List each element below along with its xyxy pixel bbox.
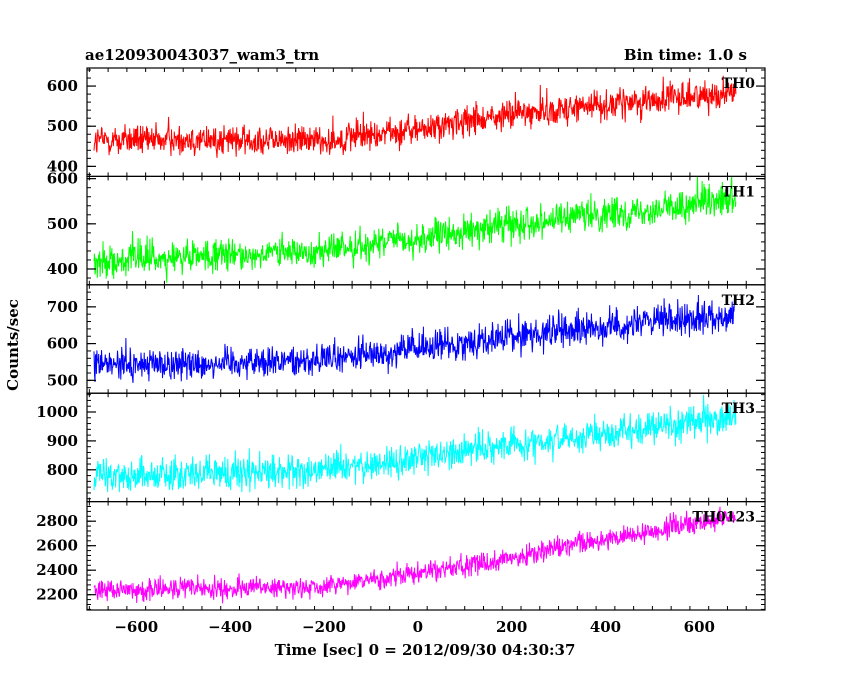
x-axis-label: Time [sec] 0 = 2012/09/30 04:30:37 [275,641,576,659]
y-tick-label: 500 [47,117,78,135]
series-line-th2 [93,294,737,383]
x-tick-label: 400 [590,618,621,636]
y-axis-label: Counts/sec [4,299,22,391]
y-tick-label: 700 [47,298,78,316]
y-tick-label: 500 [47,215,78,233]
x-tick-label: −200 [302,618,346,636]
panel-label-th1: TH1 [722,184,755,200]
x-tick-label: 600 [684,618,715,636]
series-line-th0123 [93,506,737,604]
panel-label-th2: TH2 [722,293,755,309]
series-line-th1 [93,176,737,283]
y-tick-label: 2800 [36,512,78,530]
y-tick-label: 1000 [36,403,78,421]
chart-title-left: ae120930043037_wam3_trn [85,46,319,64]
panel-frame [86,175,766,286]
y-tick-label: 400 [47,157,78,175]
y-tick-label: 400 [47,260,78,278]
y-tick-label: 900 [47,432,78,450]
y-tick-label: 2200 [36,586,78,604]
panel-label-th0123: TH0123 [692,510,755,526]
y-tick-label: 600 [47,335,78,353]
x-tick-label: 0 [413,618,423,636]
series-line-th3 [93,394,737,493]
panel-label-th0: TH0 [722,76,756,92]
y-tick-label: 600 [47,170,78,188]
y-tick-label: 2600 [36,537,78,555]
y-tick-label: 2400 [36,561,78,579]
chart-title-right: Bin time: 1.0 s [624,46,747,64]
panel-frame [86,501,766,611]
x-tick-label: 200 [496,618,527,636]
series-line-th0 [93,75,737,158]
panel-label-th3: TH3 [722,401,755,417]
y-tick-label: 800 [47,461,78,479]
x-tick-label: −600 [114,618,158,636]
y-tick-label: 500 [47,371,78,389]
panels-group: TH0 400 500 600 TH1 400 500 600 TH2 500 600 700 TH3 8… [36,67,766,636]
x-tick-label: −400 [208,618,252,636]
y-tick-label: 600 [47,77,78,95]
